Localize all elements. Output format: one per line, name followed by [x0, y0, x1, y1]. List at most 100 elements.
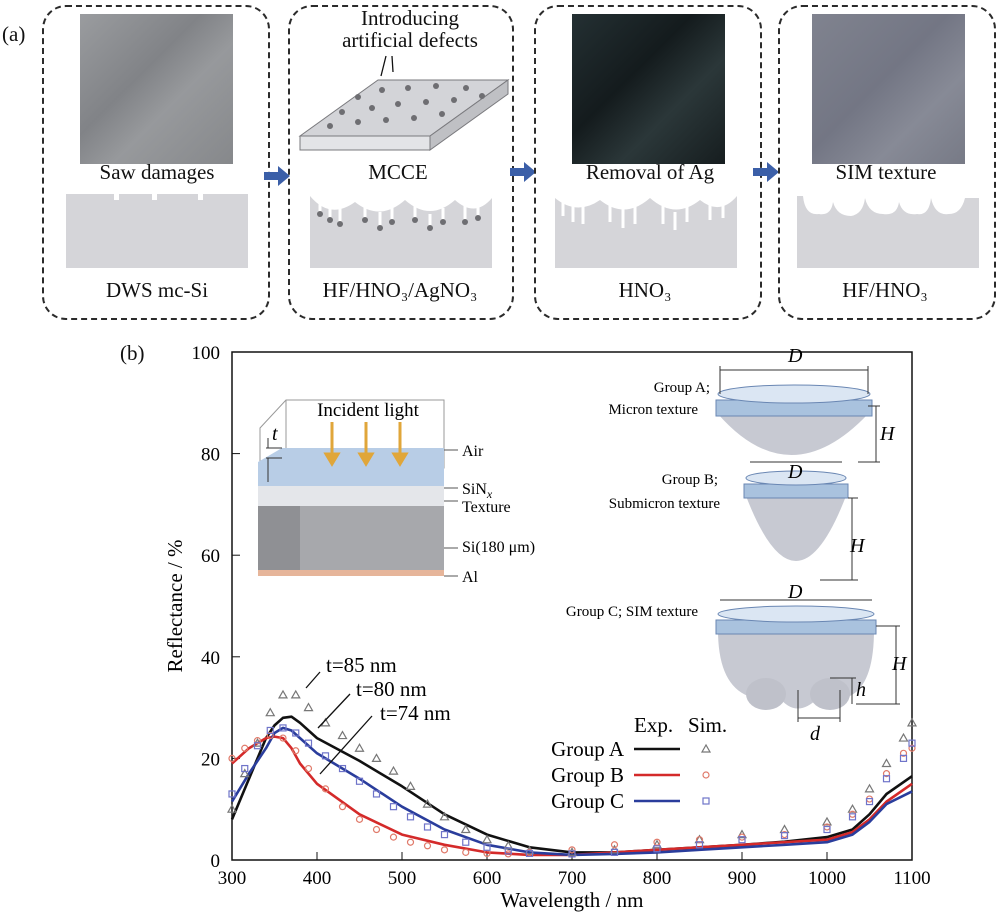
sim-point-group-b	[304, 764, 313, 773]
sim-point-group-a	[847, 803, 858, 813]
sim-point-group-b	[228, 754, 236, 762]
step-4-top-label: SIM texture	[835, 160, 937, 184]
x-tick-label: 700	[558, 868, 587, 889]
sim-point-group-c	[899, 754, 908, 762]
sim-point-group-b	[241, 744, 249, 752]
sim-point-group-c	[882, 775, 891, 783]
sim-point-group-c	[241, 764, 249, 773]
sim-point-group-c	[610, 848, 619, 856]
step-1-bottom-label: DWS mc-Si	[105, 278, 209, 302]
sim-point-group-a	[906, 717, 918, 727]
layer-label-sinx: SiNx	[462, 481, 493, 501]
step-arrow-icon	[510, 162, 536, 182]
group-b-inset-sublabel: Submicron texture	[609, 496, 721, 512]
legend-marker	[700, 743, 712, 753]
step-2-top-label: MCCE	[368, 160, 428, 184]
y-tick-label: 60	[201, 546, 220, 567]
panel-b-label: (b)	[120, 341, 145, 365]
sim-point-group-a	[354, 743, 365, 752]
step-2-bottom-label: HF/HNO₃/AgNO₃	[322, 278, 478, 302]
x-tick-label: 500	[388, 868, 417, 889]
sim-point-group-c	[823, 825, 831, 834]
sim-point-group-c	[228, 790, 236, 798]
t-thickness-symbol: t	[272, 423, 278, 445]
sim-point-group-c	[525, 849, 534, 857]
reflectance-chart: 0 20 40 60 80 100 300 400 500 600 700 800 900 1000 11…	[163, 343, 931, 912]
sim-point-group-c	[253, 742, 262, 750]
sim-point-group-b	[372, 825, 381, 834]
sim-point-group-a	[422, 798, 433, 808]
sim-point-group-a	[371, 753, 382, 762]
wafer-with-defects	[298, 55, 510, 151]
sim-point-group-c	[483, 843, 491, 851]
saw-damage-photo	[80, 14, 233, 164]
sim-point-group-c	[266, 726, 274, 735]
step-1-top-label: Saw damages	[99, 160, 215, 184]
legend-label: Group A	[551, 737, 625, 761]
sim-point-group-c	[848, 813, 857, 821]
sim-point-group-c	[653, 845, 661, 853]
process-step-4	[778, 5, 996, 320]
layer-label-air: Air	[462, 443, 484, 460]
sim-point-group-a	[481, 834, 493, 844]
sim-point-group-c	[279, 724, 287, 732]
sim-point-group-a	[388, 765, 399, 775]
legend-marker	[702, 797, 710, 805]
sim-point-group-a	[226, 803, 238, 813]
diameter-symbol-c: D	[787, 581, 803, 603]
process-step-1	[42, 5, 270, 320]
group-a-inset-label: Group A;	[654, 380, 710, 396]
sim-point-group-a	[821, 816, 833, 826]
sim-point-group-c	[695, 841, 704, 849]
x-tick-label: 400	[303, 868, 332, 889]
step-arrow-icon	[264, 166, 290, 186]
sim-point-group-b	[338, 803, 347, 811]
sim-point-group-b	[653, 838, 661, 846]
sim-point-group-a	[303, 702, 314, 712]
annotation-arrows	[305, 671, 373, 775]
group-b-inset-label: Group B;	[662, 472, 718, 488]
removal-of-ag-photo	[572, 14, 725, 164]
x-tick-label: 600	[473, 868, 502, 889]
sim-point-group-c	[440, 831, 449, 839]
mcce-cross-section	[310, 196, 492, 268]
sim-point-group-b	[292, 747, 300, 755]
small-diameter-symbol: d	[810, 723, 821, 745]
sim-point-group-b	[355, 815, 364, 823]
sim-point-group-b	[899, 749, 908, 757]
sim-point-group-b	[882, 770, 891, 778]
y-axis-label: Reflectance / %	[163, 540, 187, 673]
sim-point-group-b	[440, 846, 449, 854]
height-symbol-c: H	[891, 653, 908, 675]
sim-point-group-b	[462, 848, 470, 856]
sim-point-group-b	[908, 744, 916, 752]
y-tick-label: 20	[201, 749, 220, 770]
legend-exp-header: Exp.	[634, 713, 673, 737]
sim-point-group-a	[265, 707, 276, 717]
sim-point-group-a	[405, 781, 416, 790]
layer-label-al: Al	[462, 569, 479, 586]
sim-point-group-c	[780, 832, 789, 840]
sim-point-group-b	[279, 734, 287, 742]
sim-point-group-a	[439, 811, 450, 821]
sim-point-group-c	[321, 752, 330, 760]
sim-point-group-a	[337, 730, 348, 740]
y-tick-label: 80	[201, 445, 220, 466]
sim-point-group-c	[504, 847, 512, 855]
sim-point-group-c	[406, 813, 415, 821]
height-symbol-a: H	[879, 423, 896, 445]
sim-point-group-a	[864, 783, 875, 793]
sim-point-group-c	[389, 803, 398, 811]
sim-texture-cross-section	[797, 196, 979, 268]
legend-sim-header: Sim.	[688, 713, 727, 737]
sim-point-group-a	[898, 732, 909, 742]
x-tick-label: 300	[218, 868, 247, 889]
sim-point-group-c	[292, 729, 300, 737]
legend-marker	[702, 771, 710, 779]
sim-point-group-c	[462, 838, 470, 846]
height-symbol-b: H	[849, 535, 866, 557]
sim-point-group-c	[423, 823, 432, 831]
sim-point-group-c	[908, 739, 916, 747]
group-c-inset-label: Group C; SIM texture	[566, 604, 698, 620]
y-tick-label: 40	[201, 648, 220, 669]
